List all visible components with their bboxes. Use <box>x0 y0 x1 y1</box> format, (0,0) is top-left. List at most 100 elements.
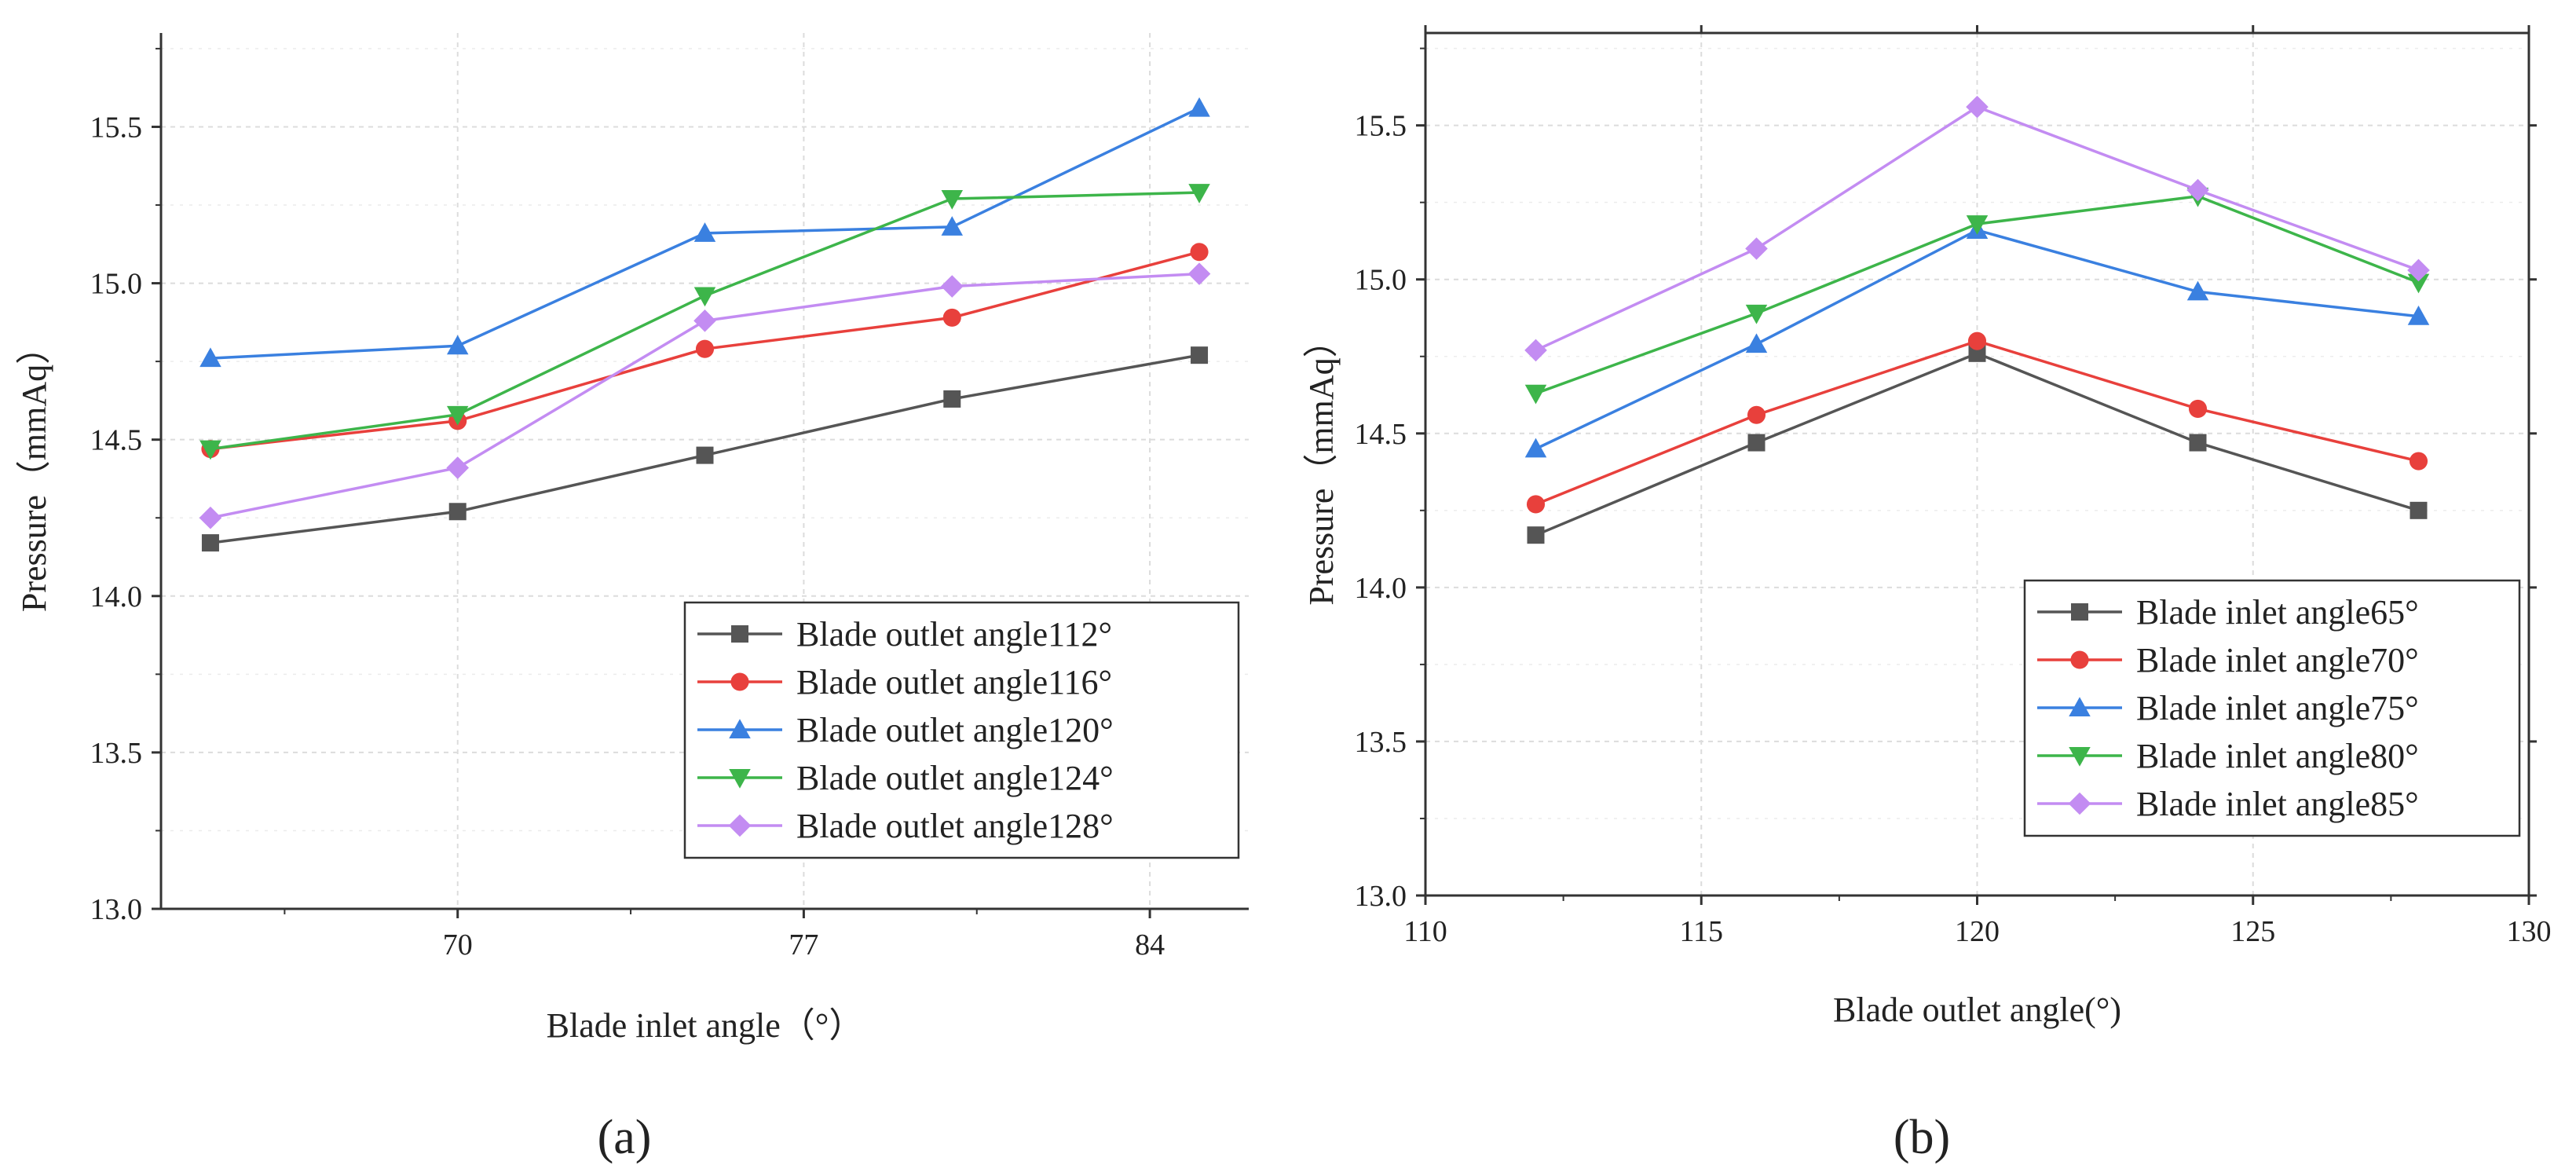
data-point <box>1188 184 1210 203</box>
legend-label: Blade inlet angle80° <box>2136 737 2419 775</box>
y-tick-label: 14.5 <box>1355 418 1407 451</box>
series-3 <box>199 97 1210 368</box>
data-point <box>943 390 961 408</box>
y-tick-label: 15.5 <box>1355 110 1407 143</box>
chart-b: 13.0 13.5 14.0 14.5 15.0 15.5 110 115 120 125 130 B… <box>1302 25 2552 1164</box>
data-point <box>2407 273 2430 294</box>
y-tick-label: 15.0 <box>90 268 143 301</box>
data-point <box>1747 434 1766 452</box>
data-point <box>1745 304 1768 324</box>
data-point <box>940 275 964 298</box>
data-point <box>1190 243 1209 262</box>
data-point <box>1745 237 1768 260</box>
data-point <box>446 335 469 355</box>
x-tick-label: 84 <box>1135 928 1165 961</box>
legend-marker <box>729 719 751 738</box>
data-point <box>1187 262 1211 285</box>
y-axis-title: Pressure（mmAq） <box>15 330 53 612</box>
data-point <box>1745 333 1768 353</box>
y-tick-label: 14.0 <box>90 581 143 613</box>
x-tick-label: 70 <box>443 928 473 961</box>
data-point <box>448 503 467 521</box>
data-point <box>693 222 716 242</box>
data-point <box>446 456 470 479</box>
data-point <box>1968 344 1986 362</box>
legend-label: Blade outlet angle124° <box>796 759 1114 797</box>
series-2 <box>1526 331 2428 514</box>
series-1 <box>201 346 1209 552</box>
legend-marker <box>2070 650 2089 669</box>
series-5 <box>1524 95 2430 362</box>
data-point <box>1191 346 1209 364</box>
data-point <box>696 446 714 464</box>
panel-label: (a) <box>598 1111 652 1164</box>
legend-marker <box>2071 603 2088 621</box>
data-point <box>941 190 964 210</box>
legend-marker <box>730 672 749 691</box>
data-point <box>1966 215 1989 235</box>
data-point <box>1966 95 1989 119</box>
panel-label: (b) <box>1894 1111 1950 1164</box>
data-point <box>446 405 469 426</box>
x-tick-label: 77 <box>789 928 818 961</box>
data-point <box>1747 405 1766 424</box>
data-point <box>693 309 716 332</box>
y-tick-label: 15.0 <box>1355 264 1407 297</box>
data-point <box>1524 438 1547 458</box>
y-tick-label: 13.0 <box>1355 880 1407 913</box>
legend-label: Blade outlet angle128° <box>796 807 1114 845</box>
y-axis-title: Pressure（mmAq） <box>1302 323 1341 605</box>
legend-label: Blade inlet angle65° <box>2136 593 2419 632</box>
y-tick-label: 13.5 <box>1355 726 1407 759</box>
data-point <box>199 440 221 460</box>
y-tick-label: 13.5 <box>90 737 143 770</box>
data-point <box>1527 526 1545 544</box>
data-point <box>2410 501 2428 519</box>
y-tick-label: 13.0 <box>90 893 143 926</box>
legend: Blade inlet angle65° Blade inlet angle70°… <box>2023 579 2521 837</box>
legend-label: Blade outlet angle120° <box>796 711 1114 749</box>
series-1 <box>1527 344 2428 544</box>
data-point <box>2188 399 2208 418</box>
data-point <box>693 287 716 307</box>
x-axis-title: Blade inlet angle（°） <box>547 1006 864 1045</box>
x-tick-label: 125 <box>2230 915 2275 948</box>
legend-marker <box>728 814 752 837</box>
x-tick-label: 120 <box>1955 915 2000 948</box>
legend-label: Blade outlet angle112° <box>796 615 1112 654</box>
legend-marker <box>2069 697 2091 716</box>
data-point <box>695 339 715 358</box>
legend-marker <box>729 769 751 789</box>
legend: Blade outlet angle112° Blade outlet angle… <box>683 601 1240 859</box>
data-point <box>2407 258 2430 282</box>
data-point <box>2407 306 2430 325</box>
x-tick-label: 115 <box>1679 915 1723 948</box>
data-point <box>1188 97 1210 117</box>
y-tick-label: 14.5 <box>90 424 143 457</box>
legend-marker <box>2068 792 2091 815</box>
series-5 <box>199 262 1211 529</box>
data-point <box>199 347 221 368</box>
data-point <box>1967 331 1987 350</box>
data-point <box>2189 434 2207 452</box>
legend-marker <box>2069 747 2091 767</box>
y-tick-label: 15.5 <box>90 111 143 144</box>
legend-label: Blade inlet angle85° <box>2136 785 2419 823</box>
legend-label: Blade inlet angle75° <box>2136 689 2419 727</box>
data-point <box>201 534 219 552</box>
legend-marker <box>731 625 748 643</box>
data-point <box>1526 495 1546 514</box>
chart-a: 13.0 13.5 14.0 14.5 15.0 15.5 70 77 84 Blade inle… <box>15 33 1249 1164</box>
data-point <box>941 216 964 236</box>
data-point <box>2186 178 2209 202</box>
series-4 <box>199 184 1210 460</box>
data-point <box>2409 452 2428 471</box>
data-point <box>1524 384 1547 405</box>
data-point <box>1524 339 1547 362</box>
data-point <box>2186 280 2209 301</box>
data-point <box>942 308 961 327</box>
data-point <box>199 506 222 529</box>
legend-label: Blade outlet angle116° <box>796 663 1112 701</box>
legend-label: Blade inlet angle70° <box>2136 641 2419 679</box>
